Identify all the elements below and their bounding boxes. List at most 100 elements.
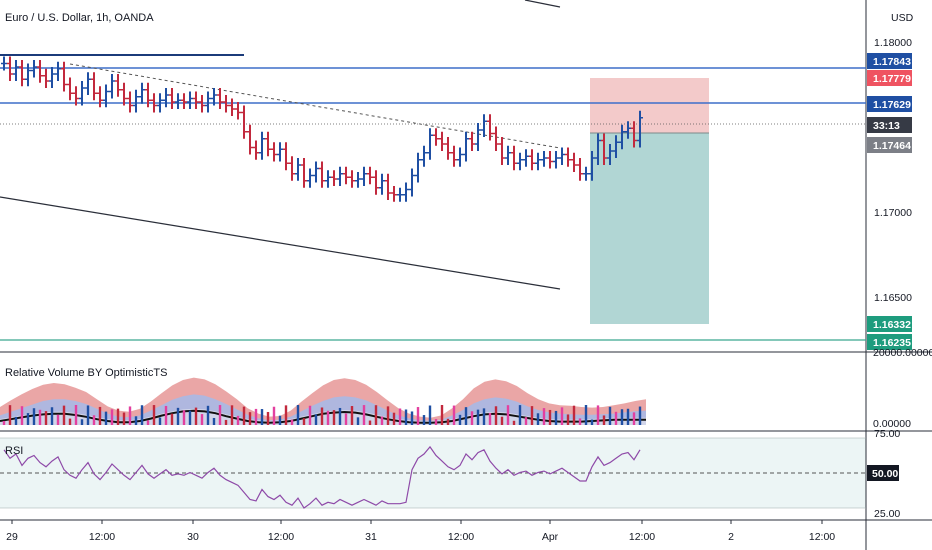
volume-bar <box>440 405 444 425</box>
time-tick-label: 12:00 <box>809 531 835 543</box>
volume-bar <box>206 405 210 425</box>
symbol-title: Euro / U.S. Dollar, 1h, OANDA <box>5 12 154 24</box>
volume-bar <box>464 407 468 425</box>
rsi-tick-label: 25.00 <box>874 508 900 520</box>
price-badge <box>867 117 912 133</box>
volume-bar <box>524 417 528 425</box>
volume-bar <box>158 417 162 425</box>
volume-bar <box>476 409 480 425</box>
volume-bar <box>422 415 426 425</box>
volume-bar <box>122 412 126 425</box>
volume-bar <box>212 417 216 425</box>
volume-bar <box>410 411 414 425</box>
trendline-dashed[interactable] <box>69 63 561 149</box>
price-badge-label: 1.16332 <box>873 319 911 331</box>
time-tick-label: Apr <box>542 531 559 543</box>
take-profit-zone[interactable] <box>590 133 709 324</box>
relative-volume-series <box>0 377 646 425</box>
volume-bar <box>626 408 630 425</box>
price-axis: 1.180001.175001.170001.165001.178431.177… <box>867 37 932 520</box>
volume-bar <box>338 407 342 425</box>
rsi-series <box>3 445 641 509</box>
volume-bar <box>554 410 558 425</box>
volume-bar <box>548 409 552 425</box>
volume-bar <box>416 407 420 425</box>
volume-bar <box>446 418 450 425</box>
currency-label: USD <box>891 12 914 24</box>
price-badge-label: 33:13 <box>873 120 900 132</box>
volume-bar <box>506 405 510 425</box>
volume-bar <box>386 406 390 425</box>
rsi-tick-label: 50.00 <box>872 468 898 480</box>
volume-bar <box>566 414 570 425</box>
volume-bar <box>164 405 168 425</box>
volume-bar <box>272 406 276 425</box>
volume-bar <box>50 407 54 425</box>
volume-bar <box>266 411 270 425</box>
volume-bar <box>86 405 90 425</box>
time-tick-label: 12:00 <box>448 531 474 543</box>
volume-bar <box>584 405 588 425</box>
volume-bar <box>134 416 138 425</box>
volume-bar <box>350 406 354 425</box>
volume-bar <box>398 408 402 425</box>
volume-bar <box>200 414 204 425</box>
price-badge-label: 1.17629 <box>873 99 911 111</box>
volume-bar <box>146 420 150 425</box>
horizontal-levels[interactable] <box>0 0 866 341</box>
volume-bar <box>530 406 534 425</box>
time-tick-label: 12:00 <box>629 531 655 543</box>
volume-bar <box>230 405 234 425</box>
volume-bar <box>182 410 186 425</box>
rsi-line <box>3 445 641 509</box>
volume-bar <box>248 412 252 425</box>
trendline-upper[interactable] <box>524 0 561 8</box>
price-badge <box>867 334 912 350</box>
price-tick-label: 1.17000 <box>874 207 912 219</box>
price-badge-label: 1.17464 <box>873 140 911 152</box>
stop-loss-zone[interactable] <box>590 78 709 133</box>
volume-bar <box>290 419 294 425</box>
volume-bar <box>512 420 516 425</box>
trendline-lower[interactable] <box>0 196 561 290</box>
volume-bar <box>608 406 612 425</box>
volume-pane-title: Relative Volume BY OptimisticTS <box>5 367 167 379</box>
volume-bar <box>38 409 42 425</box>
volume-bar <box>500 416 504 425</box>
volume-bar <box>578 418 582 425</box>
time-tick-label: 31 <box>365 531 377 543</box>
volume-bar <box>368 420 372 425</box>
volume-bar <box>488 412 492 425</box>
volume-bar <box>56 414 60 425</box>
volume-bar <box>260 409 264 425</box>
drawing-tools[interactable] <box>590 78 709 324</box>
price-tick-label: 1.18000 <box>874 37 912 49</box>
volume-bar <box>110 409 114 425</box>
volume-bar <box>482 408 486 425</box>
rsi-pane-title: RSI <box>5 445 23 457</box>
time-tick-label: 2 <box>728 531 734 543</box>
price-badge-label: 1.17843 <box>873 56 911 68</box>
volume-bar <box>80 419 84 425</box>
price-badge <box>867 53 912 69</box>
volume-tick-label: 20000.00000 <box>873 347 932 359</box>
volume-bar <box>296 405 300 425</box>
price-tick-label: 1.16500 <box>874 292 912 304</box>
volume-bar <box>620 409 624 425</box>
volume-bar <box>44 411 48 425</box>
volume-bar <box>194 407 198 425</box>
volume-bar <box>188 410 192 425</box>
volume-bar <box>152 405 156 425</box>
volume-bar <box>218 405 222 425</box>
volume-bar <box>278 415 282 425</box>
volume-bar <box>380 416 384 425</box>
volume-bar <box>602 415 606 425</box>
volume-bar <box>374 405 378 425</box>
volume-bar <box>314 414 318 425</box>
volume-bar <box>452 405 456 425</box>
volume-bar <box>404 409 408 425</box>
volume-bar <box>140 405 144 425</box>
price-badge <box>867 137 912 153</box>
